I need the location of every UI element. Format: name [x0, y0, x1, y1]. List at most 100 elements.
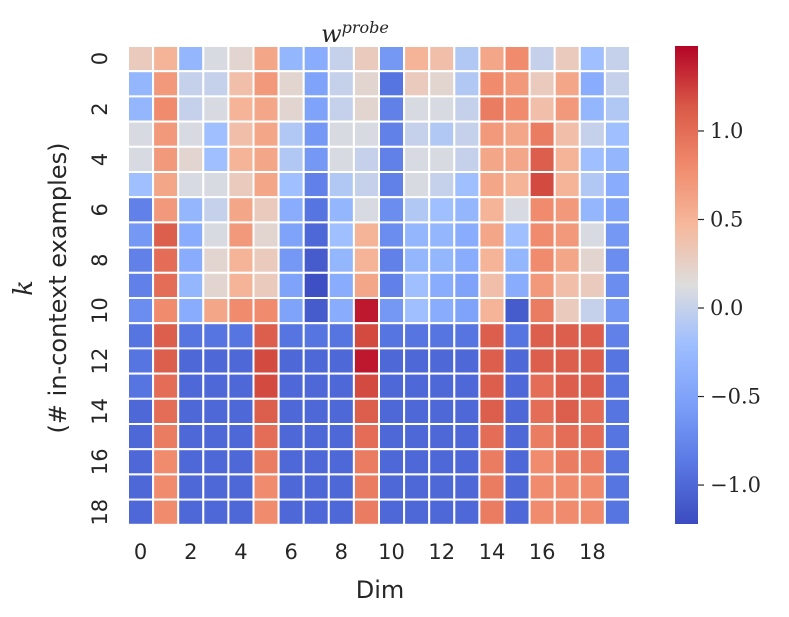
- heatmap-cell-r5-c1: [152, 171, 180, 199]
- heatmap-cell-r10-c1: [152, 297, 180, 325]
- heatmap-cell-r1-c12: [428, 70, 456, 98]
- heatmap-cell-r2-c14: [478, 95, 506, 123]
- heatmap-cell-r0-c19: [603, 45, 632, 73]
- heatmap-cell-r9-c9: [352, 271, 380, 299]
- heatmap-cell-r14-c18: [578, 397, 606, 425]
- heatmap-cell-r4-c14: [478, 145, 506, 174]
- heatmap-cell-r7-c5: [252, 221, 280, 249]
- heatmap-cell-r9-c5: [252, 271, 280, 299]
- heatmap-cell-r18-c4: [227, 498, 255, 526]
- heatmap-cell-r3-c18: [578, 120, 606, 148]
- heatmap-cell-r0-c0: [127, 45, 155, 73]
- heatmap-cell-r11-c19: [603, 322, 632, 350]
- heatmap-cell-r6-c17: [553, 196, 581, 224]
- heatmap-cell-r7-c4: [227, 221, 255, 249]
- heatmap-cell-r15-c3: [202, 423, 230, 451]
- heatmap-cell-r12-c16: [528, 347, 556, 375]
- heatmap-cell-r0-c18: [578, 45, 606, 73]
- heatmap-cell-r14-c8: [327, 397, 355, 425]
- heatmap-cell-r3-c13: [453, 120, 481, 148]
- heatmap-cell-r10-c3: [202, 297, 230, 325]
- heatmap-cell-r16-c10: [378, 448, 406, 476]
- heatmap-cell-r3-c16: [528, 120, 556, 148]
- heatmap-cell-r18-c11: [403, 498, 431, 526]
- heatmap-cell-r11-c2: [177, 322, 205, 350]
- heatmap-cell-r12-c2: [177, 347, 205, 375]
- heatmap-cell-r2-c5: [252, 95, 280, 123]
- heatmap-cell-r12-c15: [503, 347, 531, 375]
- heatmap-cell-r10-c8: [327, 297, 355, 325]
- heatmap-cell-r0-c15: [503, 45, 531, 73]
- heatmap-cell-r7-c1: [152, 221, 180, 249]
- heatmap-cell-r4-c16: [528, 145, 556, 174]
- heatmap-cell-r18-c6: [277, 498, 305, 526]
- heatmap-cell-r5-c3: [202, 171, 230, 199]
- x-axis-label: Dim: [356, 576, 405, 604]
- heatmap-cell-r8-c18: [578, 246, 606, 274]
- heatmap-cell-r0-c8: [327, 45, 355, 73]
- heatmap-cell-r1-c5: [252, 70, 280, 98]
- heatmap-cell-r14-c3: [202, 397, 230, 425]
- heatmap-cell-r1-c6: [277, 70, 305, 98]
- heatmap-cell-r6-c16: [528, 196, 556, 224]
- heatmap-cell-r3-c19: [603, 120, 632, 148]
- heatmap-cell-r7-c8: [327, 221, 355, 249]
- heatmap-cell-r1-c1: [152, 70, 180, 98]
- heatmap-cell-r17-c3: [202, 473, 230, 501]
- heatmap-cell-r1-c16: [528, 70, 556, 98]
- chart-title: wprobe: [321, 18, 389, 48]
- heatmap-cell-r11-c4: [227, 322, 255, 350]
- heatmap-cell-r16-c2: [177, 448, 205, 476]
- heatmap-cell-r6-c1: [152, 196, 180, 224]
- heatmap-cell-r0-c3: [202, 45, 230, 73]
- heatmap-cell-r11-c17: [553, 322, 581, 350]
- heatmap-cell-r18-c18: [578, 498, 606, 526]
- heatmap-cell-r0-c9: [352, 45, 380, 73]
- heatmap-cell-r6-c18: [578, 196, 606, 224]
- heatmap-cell-r8-c14: [478, 246, 506, 274]
- heatmap-cell-r3-c15: [503, 120, 531, 148]
- heatmap-cell-r15-c1: [152, 423, 180, 451]
- heatmap-cell-r7-c10: [378, 221, 406, 249]
- heatmap-cell-r15-c4: [227, 423, 255, 451]
- heatmap-cell-r13-c19: [603, 372, 632, 400]
- heatmap-cell-r9-c17: [553, 271, 581, 299]
- heatmap-cell-r17-c7: [302, 473, 330, 501]
- heatmap-cell-r14-c7: [302, 397, 330, 425]
- heatmap-cell-r14-c13: [453, 397, 481, 425]
- heatmap-cell-r8-c13: [453, 246, 481, 274]
- heatmap-cell-r12-c18: [578, 347, 606, 375]
- heatmap-cell-r15-c17: [553, 423, 581, 451]
- heatmap-cell-r1-c4: [227, 70, 255, 98]
- heatmap-cell-r9-c8: [327, 271, 355, 299]
- heatmap-cell-r8-c0: [127, 246, 155, 274]
- heatmap-cell-r12-c3: [202, 347, 230, 375]
- heatmap-cell-r9-c0: [127, 271, 155, 299]
- heatmap-cell-r13-c17: [553, 372, 581, 400]
- heatmap-cell-r17-c18: [578, 473, 606, 501]
- heatmap-cell-r17-c9: [352, 473, 380, 501]
- heatmap-cell-r7-c14: [478, 221, 506, 249]
- x-tick-label: 0: [134, 540, 147, 564]
- heatmap-cell-r7-c2: [177, 221, 205, 249]
- heatmap-cell-r7-c15: [503, 221, 531, 249]
- heatmap-cell-r9-c14: [478, 271, 506, 299]
- y-tick-label: 6: [88, 203, 112, 216]
- heatmap-cell-r17-c10: [378, 473, 406, 501]
- heatmap-cell-r0-c10: [378, 45, 406, 73]
- heatmap-cell-r11-c12: [428, 322, 456, 350]
- heatmap-cell-r1-c9: [352, 70, 380, 98]
- heatmap-cell-r12-c5: [252, 347, 280, 375]
- x-tick-label: 2: [184, 540, 197, 564]
- heatmap-cell-r3-c11: [403, 120, 431, 148]
- y-axis-ticks: 0 2 4 6 8 10 12 14 16 18: [88, 52, 112, 526]
- heatmap-cell-r6-c8: [327, 196, 355, 224]
- heatmap-cell-r1-c18: [578, 70, 606, 98]
- heatmap-cell-r1-c10: [378, 70, 406, 98]
- heatmap-cell-r4-c1: [152, 145, 180, 174]
- heatmap-cell-r4-c10: [378, 145, 406, 174]
- heatmap-cell-r10-c15: [503, 297, 531, 325]
- heatmap-cell-r2-c13: [453, 95, 481, 123]
- heatmap-cell-r10-c6: [277, 297, 305, 325]
- heatmap-cell-r6-c10: [378, 196, 406, 224]
